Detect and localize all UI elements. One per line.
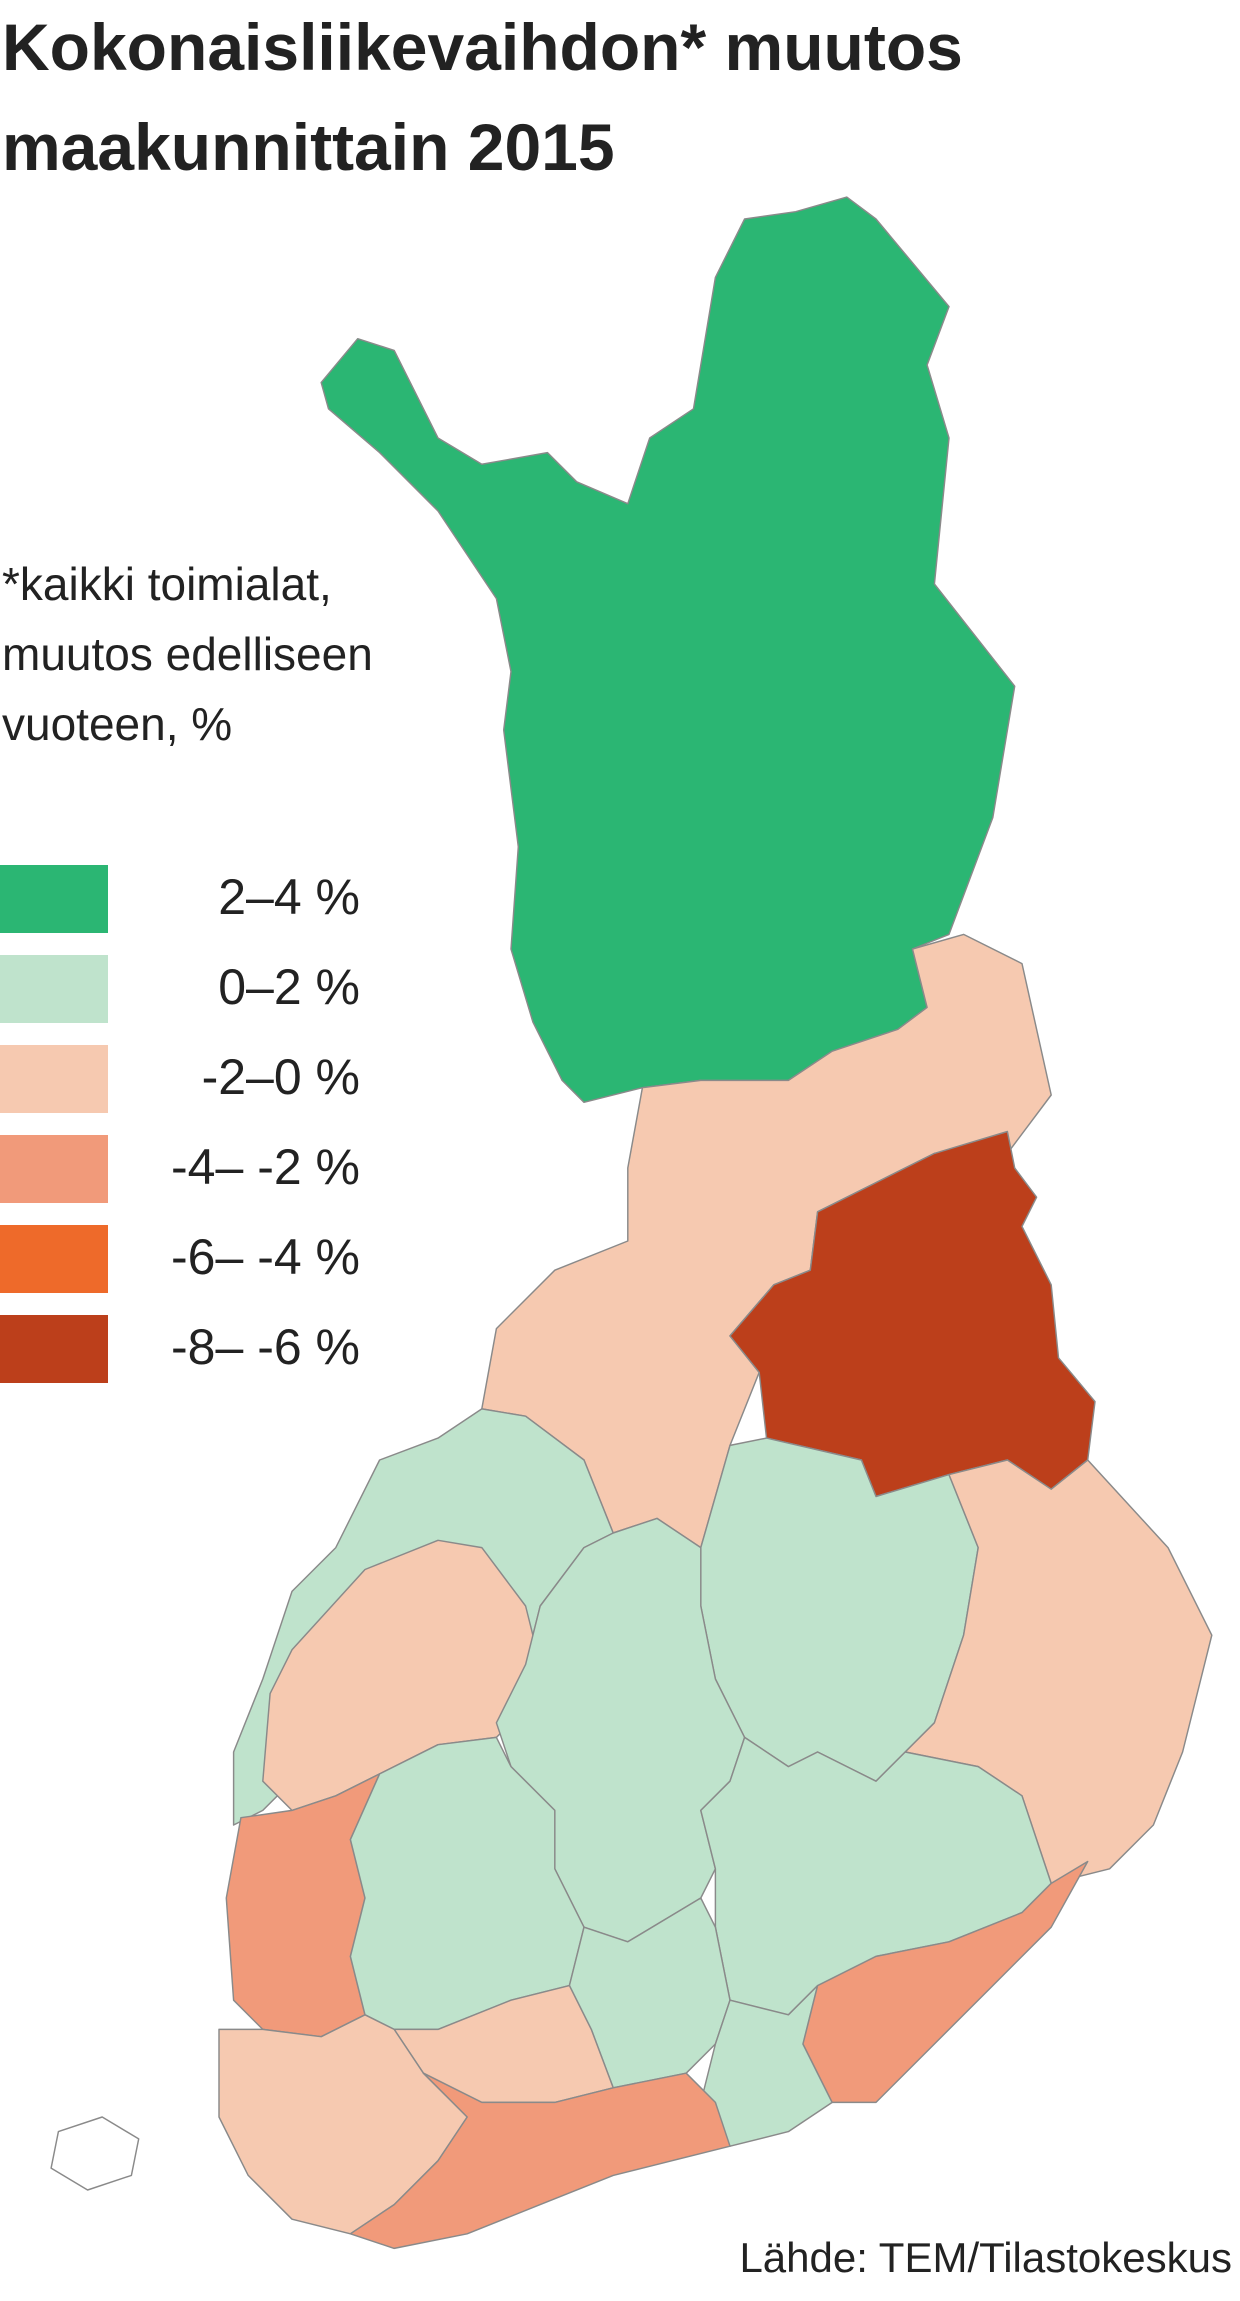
legend-swatch <box>0 1315 108 1383</box>
note: muutos edelliseen <box>2 628 373 680</box>
legend-swatch <box>0 955 108 1023</box>
legend-swatch <box>0 865 108 933</box>
note: vuoteen, % <box>2 698 232 750</box>
legend-swatch <box>0 1045 108 1113</box>
legend-label: -4– -2 % <box>171 1139 360 1195</box>
legend-label: 2–4 % <box>218 869 360 925</box>
region <box>349 2072 731 2250</box>
legend-swatch <box>0 1135 108 1203</box>
title: maakunnittain 2015 <box>2 110 615 184</box>
title: Kokonaisliikevaihdon* muutos <box>2 10 963 84</box>
legend-label: -8– -6 % <box>171 1319 360 1375</box>
map <box>50 196 1213 2250</box>
region <box>495 1517 746 1943</box>
note: *kaikki toimialat, <box>2 558 332 610</box>
legend-label: 0–2 % <box>218 959 360 1015</box>
legend-swatch <box>0 1225 108 1293</box>
region <box>802 1860 1089 2104</box>
source: Lähde: TEM/Tilastokeskus <box>739 2234 1232 2281</box>
legend-label: -6– -4 % <box>171 1229 360 1285</box>
islands <box>50 2116 140 2191</box>
legend-label: -2–0 % <box>202 1049 360 1105</box>
region <box>904 1459 1213 1885</box>
region <box>320 196 1016 1104</box>
